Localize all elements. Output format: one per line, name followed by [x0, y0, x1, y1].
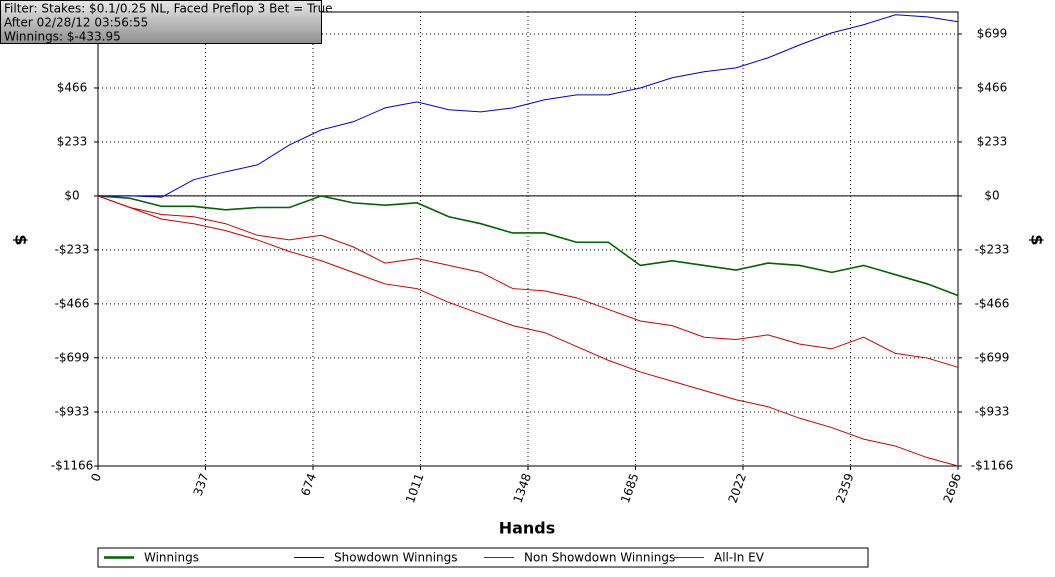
- x-tick-label: 674: [298, 471, 319, 497]
- y2-tick-label: $0: [984, 188, 999, 202]
- filter-text: Filter: Stakes: $0.1/0.25 NL, Faced Pref…: [4, 2, 333, 16]
- y2-tick-label: -$466: [975, 296, 1010, 310]
- y-tick-label: -$233: [55, 242, 90, 256]
- series-line: [97, 195, 959, 368]
- x-axis-label: Hands: [499, 519, 556, 538]
- y2-tick-label: $699: [977, 27, 1008, 41]
- y-tick-label: $233: [57, 134, 88, 148]
- y2-tick-label: -$1166: [971, 459, 1014, 473]
- filter-text: After 02/28/12 03:56:55: [4, 16, 148, 30]
- y-tick-label: -$933: [55, 405, 90, 419]
- x-tick-label: 1011: [403, 471, 427, 504]
- x-tick-label: 1685: [618, 471, 642, 504]
- legend-label: Non Showdown Winnings: [524, 551, 675, 565]
- x-tick-label: 2022: [726, 471, 750, 504]
- y-tick-label: -$466: [55, 296, 90, 310]
- x-tick-label: 1348: [511, 471, 535, 504]
- x-tick-label: 0: [88, 471, 104, 483]
- y2-tick-label: -$699: [975, 350, 1010, 364]
- series-line: [97, 195, 959, 467]
- y-axis-label: $: [12, 234, 31, 245]
- y2-axis-label: $: [1028, 234, 1047, 245]
- x-tick-label: 337: [191, 471, 212, 497]
- legend-label: Showdown Winnings: [334, 551, 458, 565]
- legend: [97, 547, 869, 568]
- y-tick-label: -$1166: [51, 459, 94, 473]
- y2-tick-label: $466: [977, 80, 1008, 94]
- y-tick-label: $466: [57, 80, 88, 94]
- y2-tick-label: $233: [977, 134, 1008, 148]
- y-tick-label: $0: [64, 188, 79, 202]
- filter-text: Winnings: $-433.95: [4, 30, 121, 44]
- y2-tick-label: -$233: [975, 242, 1010, 256]
- y-tick-label: -$699: [55, 350, 90, 364]
- y2-tick-label: -$933: [975, 405, 1010, 419]
- series-line: [97, 195, 959, 297]
- legend-label: Winnings: [144, 551, 199, 565]
- legend-label: All-In EV: [714, 551, 765, 565]
- x-tick-label: 2696: [941, 471, 965, 504]
- x-tick-label: 2359: [833, 471, 857, 504]
- series-line: [98, 14, 959, 198]
- filter-box: [0, 0, 322, 44]
